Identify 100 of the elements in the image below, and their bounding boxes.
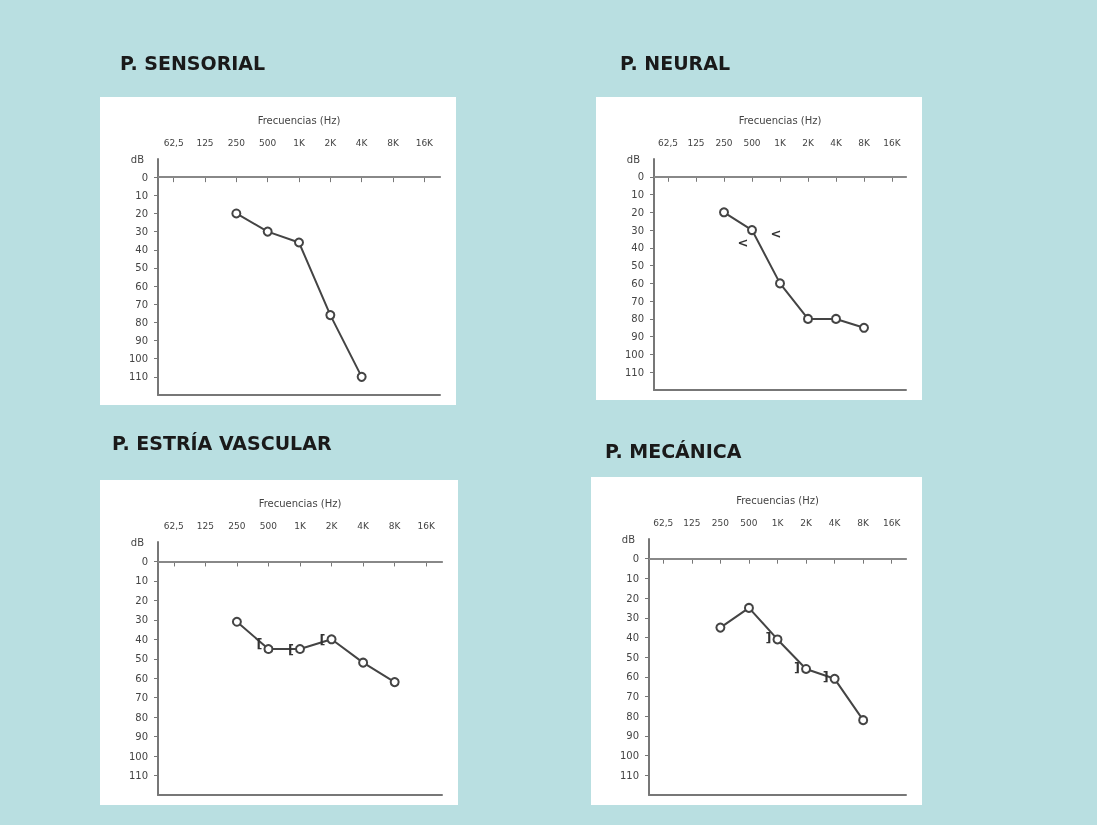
x-tick-label: 2K [802,137,815,148]
x-tick-label: 4K [830,137,843,148]
point [262,226,273,237]
x-axis-title: Frecuencias (Hz) [257,114,341,126]
x-tick-label: 8K [857,517,871,528]
y-tick-label: 110 [624,366,644,378]
x-tick-label: 16K [417,520,436,531]
chart-title: P. SENSORIAL [120,52,266,74]
x-tick-label: 8K [858,137,871,148]
y-axis-title: dB [626,153,641,165]
annotation: < [770,225,782,241]
y-tick-label: 20 [626,592,639,604]
point [325,310,336,321]
y-tick-label: 110 [128,371,148,383]
point [389,677,400,688]
y-tick-label: 80 [626,710,639,722]
y-tick-label: 20 [135,207,148,219]
y-tick-label: 10 [626,572,639,584]
y-tick-label: 60 [631,277,644,289]
y-tick-label: 10 [631,189,644,201]
x-tick-label: 500 [259,520,278,531]
y-tick-label: 50 [135,262,148,274]
y-tick-label: 90 [135,731,148,743]
annotation: [ [256,635,263,651]
point [829,673,840,684]
x-tick-label: 1K [293,137,306,148]
y-tick-label: 70 [135,692,148,704]
y-axis-title: dB [130,153,145,165]
x-tick-label: 125 [687,137,705,148]
x-tick-label: 16K [415,137,435,148]
point [772,634,783,645]
x-tick-label: 62,5 [163,137,184,148]
x-tick-label: 125 [196,520,214,531]
point [831,313,841,324]
y-tick-label: 110 [619,769,639,781]
x-tick-label: 62,5 [653,517,674,528]
y-tick-label: 60 [626,671,639,683]
y-tick-label: 10 [135,189,148,201]
x-tick-label: 8K [387,137,400,148]
chart-title: P. MECÁNICA [605,440,742,462]
x-axis-title: Frecuencias (Hz) [258,497,342,509]
annotation: ] [794,659,801,675]
point [231,208,242,219]
y-tick-label: 100 [624,348,644,360]
x-tick-label: 4K [355,137,369,148]
x-tick-label: 1K [771,517,785,528]
y-tick-label: 0 [632,553,639,565]
point [715,622,726,633]
y-axis-title: dB [621,533,636,545]
y-tick-label: 30 [135,226,148,238]
y-tick-label: 70 [626,691,639,703]
chart-title: P. ESTRÍA VASCULAR [112,432,332,454]
x-tick-label: 500 [743,137,761,148]
y-tick-label: 40 [631,242,644,254]
y-tick-label: 60 [135,280,148,292]
annotation: [ [288,641,295,657]
x-tick-label: 2K [324,137,338,148]
y-tick-label: 40 [626,631,639,643]
y-tick-label: 110 [128,770,148,782]
annotation: [ [319,631,326,647]
y-tick-label: 90 [135,335,148,347]
x-tick-label: 62,5 [657,137,679,148]
point [743,602,754,613]
x-tick-label: 16K [883,137,902,148]
x-tick-label: 4K [357,520,371,531]
y-tick-label: 80 [631,313,644,325]
point [803,313,813,324]
y-tick-label: 30 [135,614,148,626]
point [295,644,305,655]
y-tick-label: 80 [135,316,148,328]
y-tick-label: 100 [619,750,639,762]
x-tick-label: 2K [325,520,339,531]
y-tick-label: 40 [135,244,148,256]
x-tick-label: 1K [294,520,307,531]
x-tick-label: 16K [883,517,902,528]
x-tick-label: 2K [800,517,813,528]
x-axis-title: Frecuencias (Hz) [736,494,819,506]
y-tick-label: 90 [631,331,644,343]
y-axis-title: dB [130,536,145,548]
x-tick-label: 8K [388,520,402,531]
point [858,715,869,726]
point [356,371,367,382]
y-tick-label: 20 [135,594,148,606]
x-axis-title: Frecuencias (Hz) [738,114,822,126]
point [775,278,785,289]
point [263,644,274,655]
y-tick-label: 50 [631,260,644,272]
y-tick-label: 100 [128,750,148,762]
y-tick-label: 20 [631,206,644,218]
x-tick-label: 250 [715,137,733,148]
y-tick-label: 0 [637,171,644,183]
chart-title: P. NEURAL [620,52,731,74]
x-tick-label: 4K [828,517,842,528]
point [801,663,812,674]
y-tick-label: 50 [135,653,148,665]
x-tick-label: 500 [259,137,277,148]
point [358,657,369,668]
x-tick-label: 250 [228,520,246,531]
y-tick-label: 50 [626,651,639,663]
y-tick-label: 100 [128,353,148,365]
